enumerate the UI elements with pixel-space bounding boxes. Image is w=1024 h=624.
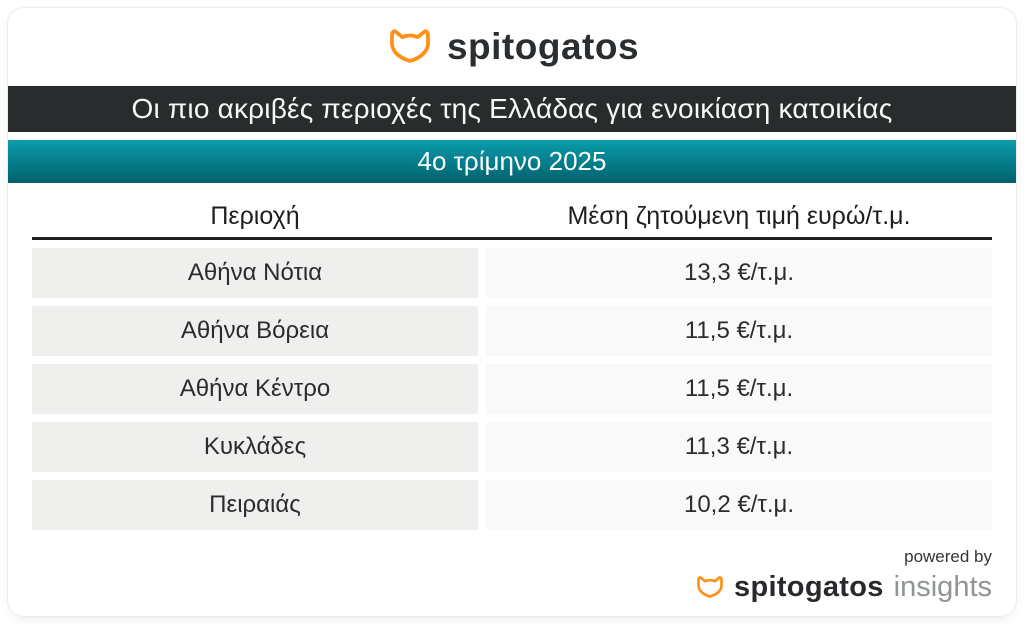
column-header-price: Μέση ζητούμενη τιμή ευρώ/τ.μ.	[567, 201, 911, 230]
price-cell: 11,3 €/τ.μ.	[486, 422, 992, 472]
area-cell: Αθήνα Κέντρο	[32, 364, 478, 414]
footer-brand: spitogatos insights	[694, 571, 992, 604]
cat-icon	[694, 574, 726, 601]
infographic-card: spitogatos Οι πιο ακριβές περιοχές της Ε…	[8, 8, 1016, 616]
price-cell: 11,5 €/τ.μ.	[486, 364, 992, 414]
area-cell: Πειραιάς	[32, 480, 478, 530]
powered-by-label: powered by	[904, 547, 992, 566]
area-cell: Κυκλάδες	[32, 422, 478, 472]
footer-brand-suffix: insights	[893, 571, 992, 603]
area-cell: Αθήνα Νότια	[32, 248, 478, 298]
period-label: 4ο τρίμηνο 2025	[417, 146, 607, 176]
cell-gap	[478, 306, 486, 356]
footer-brand-name: spitogatos	[734, 571, 884, 603]
brand-header: spitogatos	[8, 8, 1016, 86]
cat-icon	[385, 26, 435, 68]
cell-gap	[478, 248, 486, 298]
cell-gap	[478, 480, 486, 530]
table-row: Αθήνα Βόρεια 11,5 €/τ.μ.	[32, 306, 992, 356]
table-row: Αθήνα Νότια 13,3 €/τ.μ.	[32, 248, 992, 298]
table-header: Περιοχή Μέση ζητούμενη τιμή ευρώ/τ.μ.	[32, 194, 992, 238]
cell-gap	[478, 422, 486, 472]
table-row: Πειραιάς 10,2 €/τ.μ.	[32, 480, 992, 530]
area-cell: Αθήνα Βόρεια	[32, 306, 478, 356]
page-title: Οι πιο ακριβές περιοχές της Ελλάδας για …	[131, 93, 893, 124]
footer: powered by spitogatos insights	[694, 547, 992, 604]
table-row: Κυκλάδες 11,3 €/τ.μ.	[32, 422, 992, 472]
header-divider	[32, 237, 992, 240]
table-row: Αθήνα Κέντρο 11,5 €/τ.μ.	[32, 364, 992, 414]
cell-gap	[478, 364, 486, 414]
price-cell: 11,5 €/τ.μ.	[486, 306, 992, 356]
column-header-area: Περιοχή	[210, 201, 300, 230]
table-body: Αθήνα Νότια 13,3 €/τ.μ. Αθήνα Βόρεια 11,…	[32, 248, 992, 530]
title-bar: Οι πιο ακριβές περιοχές της Ελλάδας για …	[8, 86, 1016, 132]
brand-name: spitogatos	[446, 26, 640, 67]
period-bar: 4ο τρίμηνο 2025	[8, 140, 1016, 183]
price-cell: 13,3 €/τ.μ.	[486, 248, 992, 298]
price-cell: 10,2 €/τ.μ.	[486, 480, 992, 530]
